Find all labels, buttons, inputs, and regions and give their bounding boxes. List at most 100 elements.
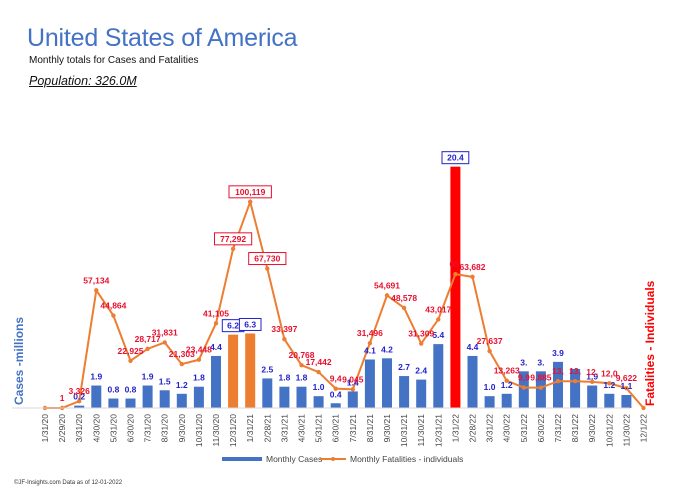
bar-cases-12-31-20 [228,334,239,408]
bar-label: 1.0 [484,382,496,392]
fatality-label: 23,448 [186,345,212,355]
fatality-point-12-31-20 [230,246,236,252]
y-axis-label-right: Fatalities - Individuals [643,280,657,406]
fatality-label: 9,4 [330,374,342,384]
x-tick-label: 2/28/22 [468,414,478,443]
chart-title: United States of America [27,24,298,52]
fatality-point-5-31-20 [111,313,116,318]
bar-label-box [441,151,470,165]
bar-label: 1.9 [142,372,154,382]
bar-cases-9-30-21 [382,358,392,408]
legend: Monthly Cases Monthly Fatalities - indiv… [222,454,463,464]
bar-cases-4-30-20 [91,385,102,408]
bar-label: 20.4 [447,153,464,163]
bar-label: 1.8 [296,373,308,383]
fatality-point-3-31-20 [77,398,82,404]
fatality-label: 9,045 [342,374,364,384]
x-tick-label: 3/31/22 [485,414,495,443]
y-axis-label-left: Cases -millions [12,317,26,405]
fatality-point-2-28-22 [470,274,475,280]
x-tick-label: 9/30/20 [177,414,187,443]
fatality-label: 17,442 [306,357,332,367]
fatality-point-8-31-20 [162,340,167,345]
fatality-point-8-31-21 [367,340,373,346]
bar-cases-6-30-20 [125,398,136,408]
x-tick-label: 2/28/21 [262,414,272,443]
bar-cases-3-31-20 [74,405,85,408]
fatality-label: 54,691 [374,280,400,290]
fatality-point-4-30-20 [94,288,99,293]
x-tick-label: 1/31/22 [450,414,460,443]
bar-cases-8-31-22 [570,368,581,408]
bar-label-box [238,317,262,331]
bar-label: 4.2 [381,344,393,354]
x-tick-label: 1/31/21 [245,414,255,443]
bar-label: 3. [520,357,527,367]
x-tick-label: 9/30/22 [587,414,597,443]
bar-cases-8-31-20 [159,390,170,408]
fatality-label: 9,9 [518,373,530,383]
fatality-label: 67,730 [254,254,280,264]
fatality-point-8-31-22 [572,379,578,384]
bar-label: 1.0 [313,382,325,392]
bar-cases-5-31-21 [313,396,324,408]
x-tick-label: 6/30/21 [331,414,341,443]
bar-label: 0.2 [73,392,85,402]
fatality-label: 48,578 [391,293,417,303]
bar-label: 1.2 [501,380,513,390]
x-tick-label: 12/31/20 [228,414,238,447]
legend-label-fatalities: Monthly Fatalities - individuals [350,454,463,464]
bar-cases-12-31-21 [433,344,444,408]
bar-label: 1.1 [620,381,632,391]
fatality-point-6-30-22 [538,385,544,390]
fatality-label: 22,925 [118,346,144,356]
bar-cases-2-28-22 [467,355,478,408]
bar-cases-11-30-22 [621,394,632,408]
x-tick-label: 4/30/20 [91,414,101,443]
fatality-label: 12, [586,367,598,377]
fatality-point-11-30-22 [624,385,629,391]
fatality-point-9-30-20 [179,361,184,367]
bar-cases-6-30-21 [330,403,341,408]
fatality-point-12-1-22 [641,405,646,411]
x-tick-label: 3/31/20 [74,414,84,443]
fatality-point-5-31-22 [521,385,526,390]
bar-cases-10-31-21 [399,376,410,408]
fatality-label: 13, [569,366,581,376]
legend-swatch-cases [222,457,262,461]
fatality-label: 12,0 [601,368,618,378]
fatality-label: 3,326 [69,386,91,396]
fatality-label: 9,622 [616,373,638,383]
fatality-point-3-31-21 [282,337,287,342]
x-tick-label: 1/31/20 [40,414,50,443]
fatality-point-12-31-21 [436,317,441,322]
x-tick-label: 7/31/22 [553,414,563,443]
fatality-point-4-30-22 [504,378,509,383]
fatality-point-10-31-21 [401,305,407,311]
legend-marker-fatalities [331,457,335,461]
bar-cases-3-31-22 [484,396,495,408]
bar-label: 0.4 [330,389,342,399]
bar-label: 3.9 [552,348,564,358]
fatality-label-box [228,185,272,199]
fatality-point-5-31-21 [316,369,321,375]
fatality-point-3-31-22 [487,348,492,354]
x-tick-label: 8/31/20 [160,414,170,443]
fatality-label-box [248,252,287,266]
x-tick-label: 2/29/20 [57,414,67,443]
fatality-label: 77,292 [220,234,246,244]
fatality-label: 21,303 [169,349,195,359]
bar-cases-7-31-20 [142,385,153,408]
fatality-label: 20,768 [289,350,315,360]
bar-label: 6.2 [227,321,239,331]
bar-label: 1.8 [193,373,205,383]
x-tick-label: 10/31/22 [604,414,614,447]
bar-label: 0.8 [107,385,119,395]
fatality-label: 9,885 [530,373,552,383]
bar-label: 1.4 [347,377,359,387]
x-tick-label: 5/31/20 [108,414,118,443]
fatality-label: 100,119 [235,187,266,197]
fatality-point-9-30-22 [590,379,595,385]
